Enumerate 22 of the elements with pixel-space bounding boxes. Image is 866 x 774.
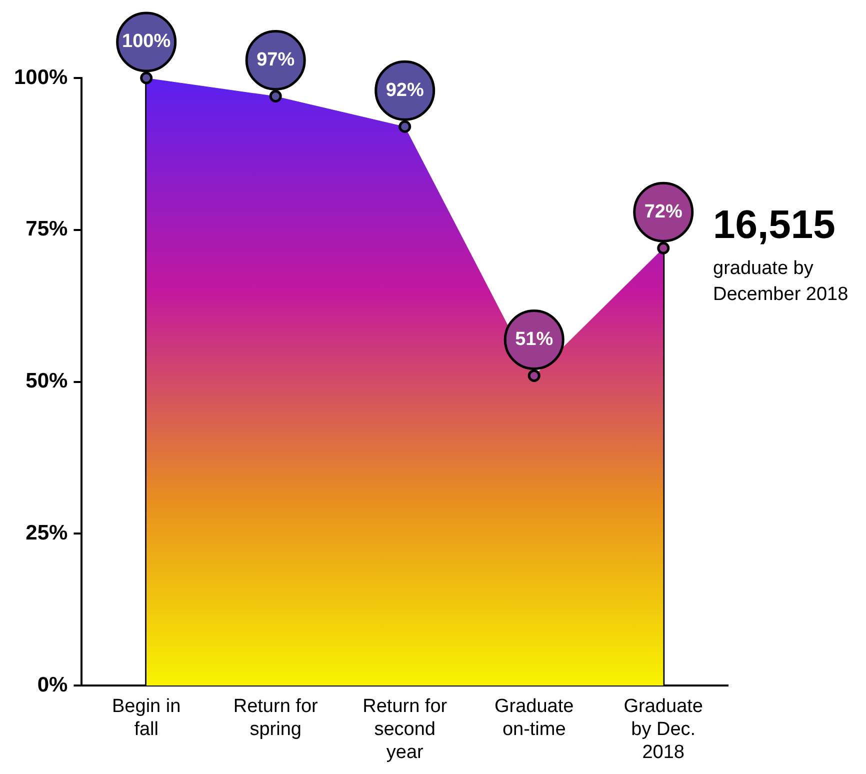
point — [140, 72, 153, 84]
data-label: 100% — [122, 31, 171, 52]
point — [657, 242, 670, 254]
y-tick-label: 75% — [26, 218, 68, 241]
point — [398, 120, 412, 133]
y-tick-label: 0% — [37, 673, 68, 696]
data-label: 72% — [644, 201, 682, 222]
point — [528, 369, 540, 382]
x-tick-label: Begin in fall — [112, 696, 181, 740]
y-tick-label: 50% — [26, 370, 68, 393]
y-tick-label: 25% — [26, 521, 68, 544]
data-label: 97% — [256, 49, 295, 70]
data-label: 51% — [515, 328, 554, 350]
annotation: graduate by December 2018 — [713, 257, 850, 307]
x-tick-label: Return for second year — [362, 696, 448, 763]
data-label: 92% — [386, 80, 424, 101]
y-tick-label: 100% — [14, 66, 68, 89]
x-tick-label: Graduate on-time — [494, 696, 574, 740]
point — [269, 90, 282, 102]
annotation: 16,515 — [713, 203, 836, 248]
x-tick-label: Return for spring — [233, 696, 319, 740]
x-tick-label: Graduate by Dec. 2018 — [624, 696, 703, 763]
